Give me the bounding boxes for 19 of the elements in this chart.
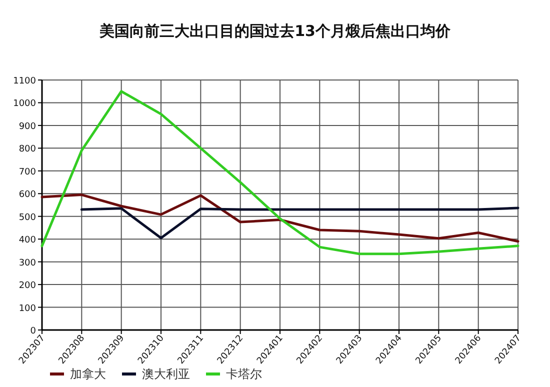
legend-label: 澳大利亚 xyxy=(142,367,190,381)
legend-label: 加拿大 xyxy=(70,367,106,381)
y-tick-label: 200 xyxy=(18,281,36,292)
y-tick-label: 800 xyxy=(18,144,36,155)
chart-title: 美国向前三大出口目的国过去13个月煅后焦出口均价 xyxy=(98,22,452,40)
y-tick-label: 600 xyxy=(18,190,36,200)
y-tick-label: 1000 xyxy=(13,99,36,110)
line-series xyxy=(80,206,520,240)
y-tick-label: 500 xyxy=(18,212,36,223)
y-tick-label: 100 xyxy=(18,304,36,314)
y-tick-label: 400 xyxy=(18,236,36,246)
y-tick-label: 1100 xyxy=(13,76,36,86)
legend-label: 卡塔尔 xyxy=(226,367,262,381)
y-tick-label: 0 xyxy=(30,326,36,336)
y-tick-label: 900 xyxy=(18,122,36,132)
y-tick-label: 300 xyxy=(18,258,36,268)
y-tick-label: 700 xyxy=(18,167,36,178)
line-series xyxy=(40,194,520,243)
line-series xyxy=(40,90,520,256)
